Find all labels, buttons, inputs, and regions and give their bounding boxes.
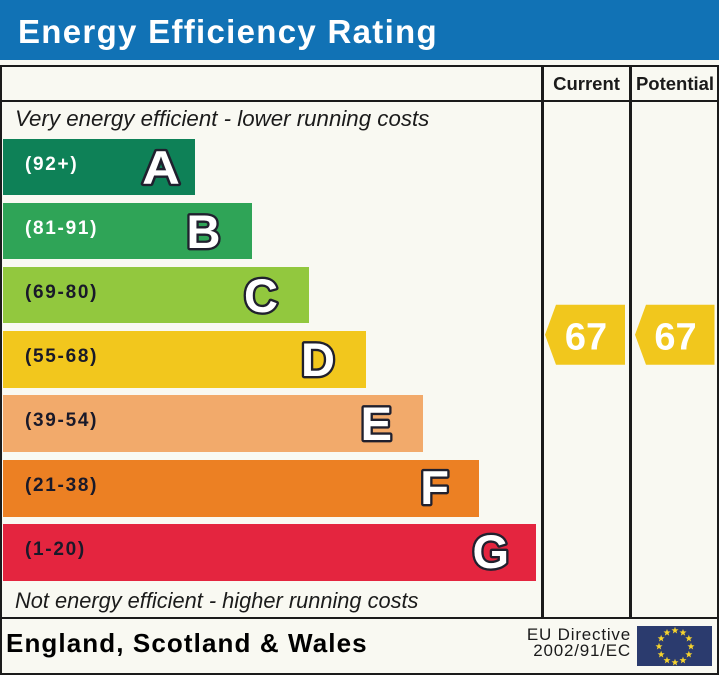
svg-text:G: G: [472, 525, 509, 578]
svg-text:67: 67: [565, 317, 607, 359]
svg-text:A: A: [142, 141, 180, 194]
svg-text:D: D: [301, 333, 335, 386]
svg-text:C: C: [244, 269, 278, 322]
svg-text:B: B: [187, 205, 221, 258]
svg-text:F: F: [420, 461, 449, 514]
svg-text:E: E: [361, 397, 392, 450]
svg-text:67: 67: [654, 317, 696, 359]
